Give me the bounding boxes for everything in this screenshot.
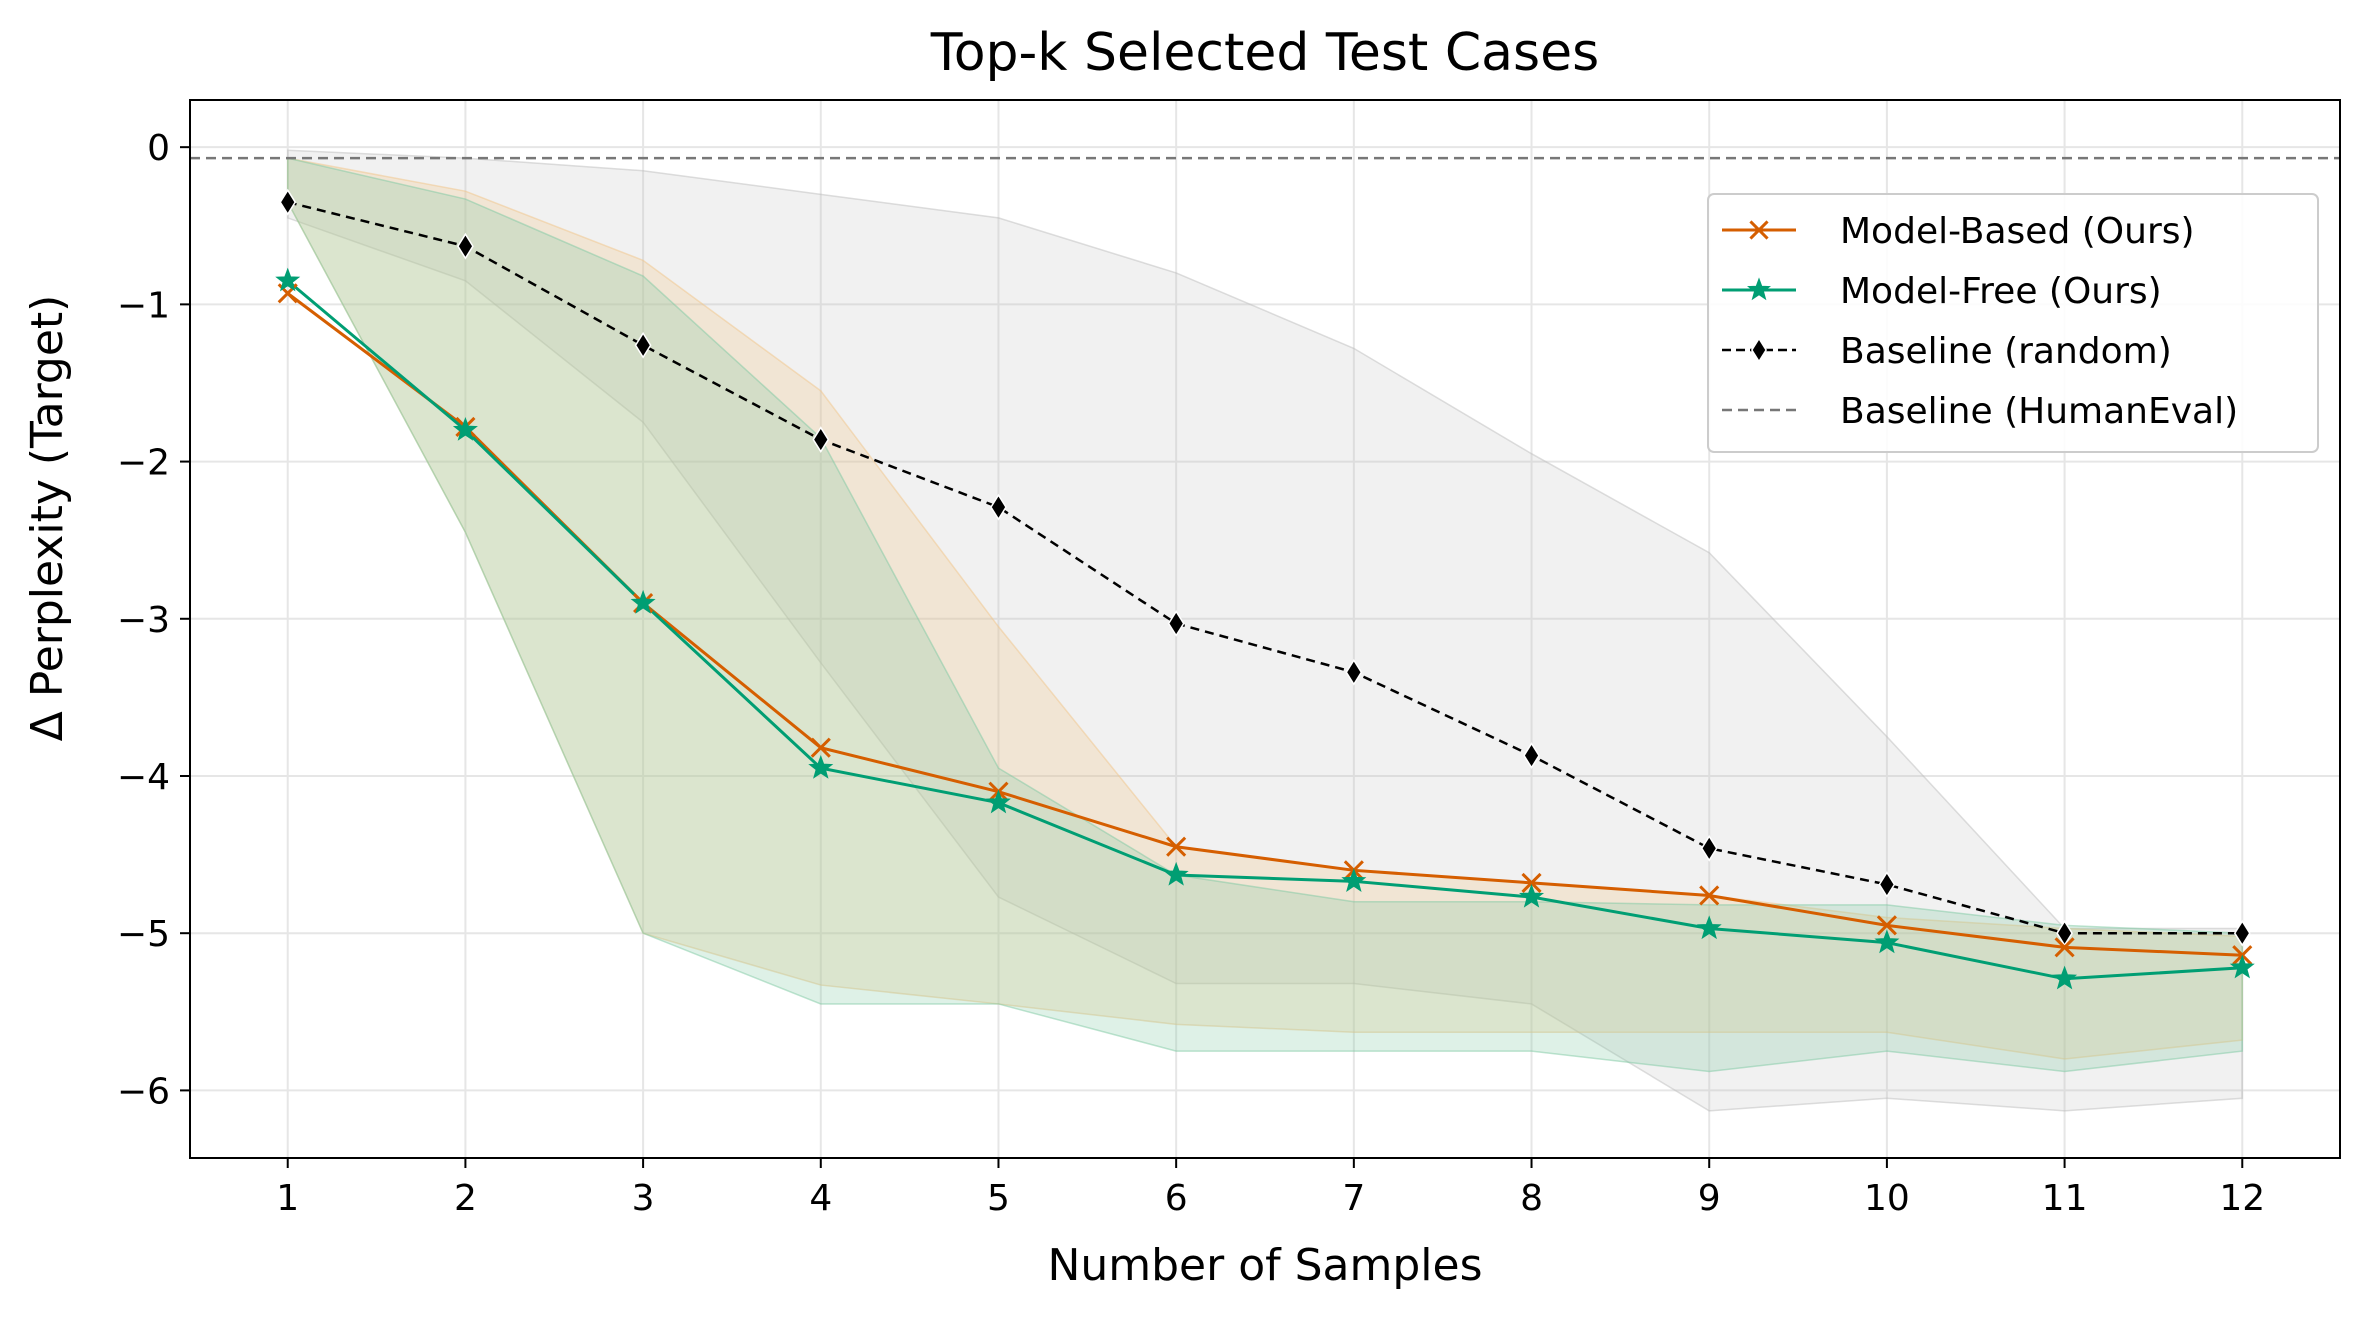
series-marker	[1696, 915, 1722, 940]
series-marker	[1521, 872, 1542, 893]
series-marker	[1749, 220, 1769, 240]
series-marker	[1874, 929, 1900, 954]
y-tick-label: −1	[117, 285, 170, 326]
y-tick-label: −6	[117, 1071, 170, 1112]
series-marker	[457, 232, 474, 260]
series-marker	[1747, 277, 1771, 301]
legend-label: Model-Free (Ours)	[1840, 271, 2162, 312]
chart-title: Top-k Selected Test Cases	[930, 23, 1599, 83]
legend-label: Baseline (HumanEval)	[1840, 391, 2238, 432]
x-tick-label: 12	[2219, 1178, 2265, 1219]
series-lines	[190, 156, 2340, 981]
confidence-band	[286, 157, 2244, 1073]
series-marker	[1345, 658, 1363, 686]
y-tick-label: −3	[117, 600, 170, 641]
series-marker	[1750, 337, 1768, 363]
series-marker	[2056, 919, 2073, 947]
y-tick-label: −4	[117, 757, 170, 798]
series-marker	[1700, 834, 1718, 862]
x-tick-label: 7	[1342, 1178, 1365, 1219]
series-marker	[985, 789, 1011, 814]
series-marker	[1163, 861, 1189, 886]
series-marker	[990, 493, 1007, 521]
confidence-band	[286, 149, 2244, 1112]
axis-ticks: 1 2 3 4 5 6 7 8 9 10 11 120−1−2−3−4−5−6	[117, 128, 2265, 1219]
series-marker	[634, 331, 652, 359]
series-marker	[808, 754, 834, 779]
x-tick-label: 5	[987, 1178, 1010, 1219]
y-tick-label: −5	[117, 914, 170, 955]
series-line-model-free-ours	[286, 279, 2243, 981]
x-tick-label: 10	[1864, 1178, 1910, 1219]
series-marker	[275, 267, 301, 292]
series-marker	[1167, 610, 1185, 637]
x-tick-label: 3	[632, 1178, 655, 1219]
x-tick-label: 2	[454, 1178, 477, 1219]
series-marker	[1523, 742, 1540, 769]
legend-box	[1707, 193, 2319, 453]
x-tick-label: 6	[1165, 1178, 1188, 1219]
series-marker	[279, 188, 297, 216]
y-axis-label: Δ Perplexity (Target)	[22, 295, 73, 742]
series-marker	[630, 589, 656, 614]
legend: Model-Based (Ours) Model-Free (Ours) Basel…	[1707, 193, 2319, 453]
y-tick-label: −2	[117, 443, 170, 484]
series-marker	[2233, 919, 2251, 947]
series-markers	[275, 188, 2255, 990]
y-tick-label: 0	[147, 128, 170, 169]
legend-label: Baseline (random)	[1840, 331, 2172, 372]
series-marker	[812, 426, 830, 453]
plot-frame	[189, 99, 2341, 1159]
series-marker	[1878, 871, 1896, 898]
x-tick-label: 4	[809, 1178, 832, 1219]
series-marker	[1166, 836, 1187, 857]
series-marker	[2229, 954, 2255, 979]
confidence-bands	[286, 149, 2244, 1112]
x-axis-label: Number of Samples	[1047, 1240, 1482, 1291]
series-marker	[1341, 868, 1367, 892]
series-line-baseline-random	[287, 200, 2243, 935]
series-marker	[810, 737, 831, 758]
legend-label: Model-Based (Ours)	[1840, 211, 2195, 252]
x-tick-label: 9	[1698, 1178, 1721, 1219]
x-tick-label: 8	[1520, 1178, 1543, 1219]
x-tick-label: 1	[276, 1178, 299, 1219]
series-marker	[452, 416, 478, 441]
series-marker	[1699, 885, 1720, 906]
series-marker	[1519, 883, 1545, 908]
series-marker	[1876, 915, 1897, 936]
x-tick-label: 11	[2042, 1178, 2088, 1219]
series-marker	[2052, 965, 2078, 990]
series-marker	[2054, 937, 2075, 958]
